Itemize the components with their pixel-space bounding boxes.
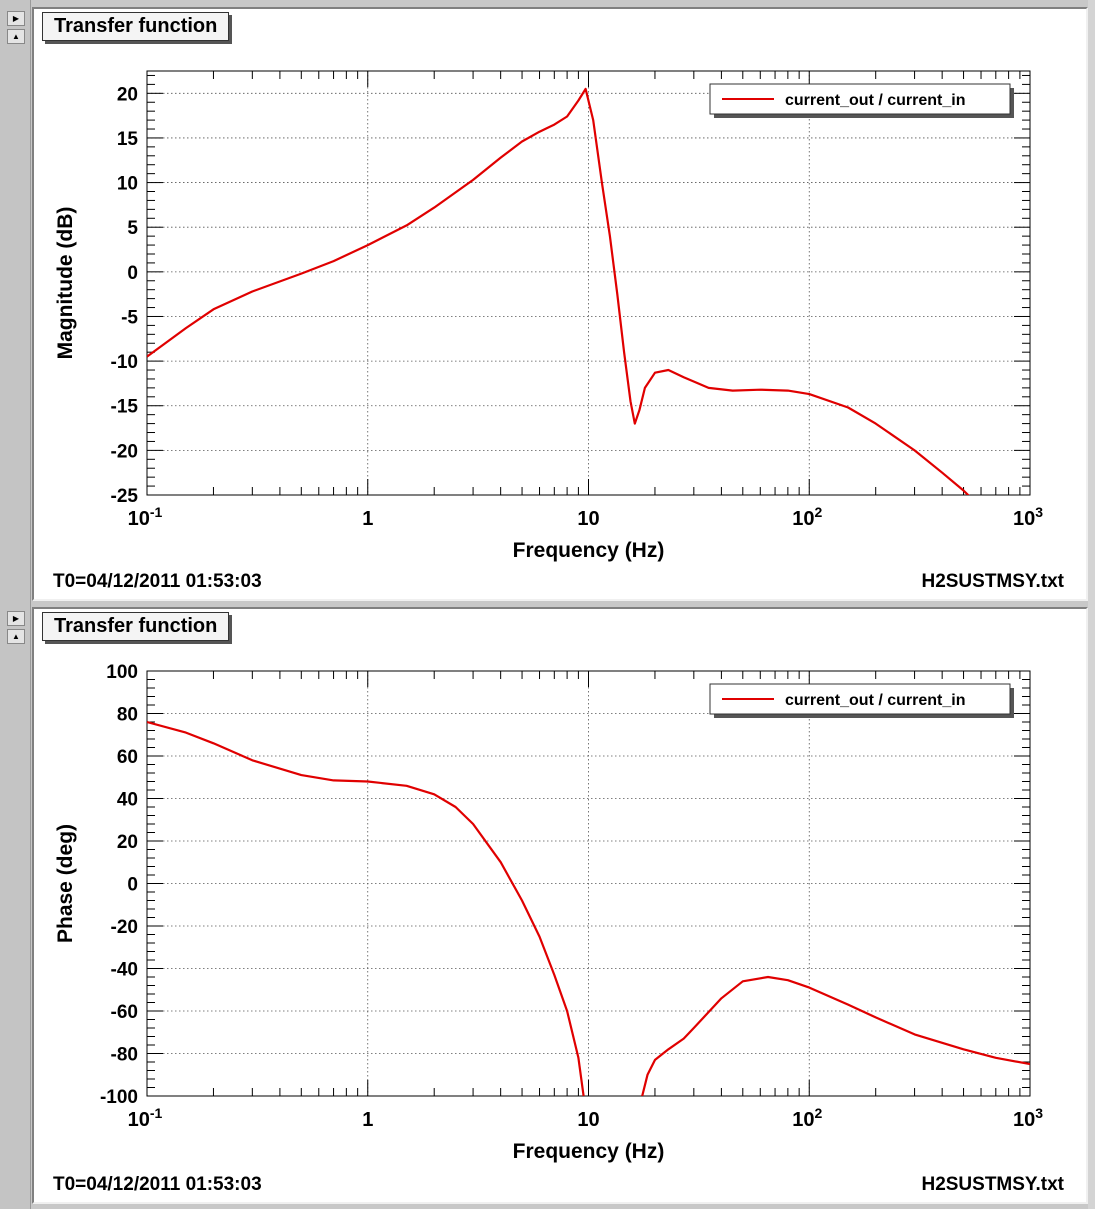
y-tick-label: 5 [127, 218, 138, 239]
y-tick-label: 100 [106, 662, 138, 683]
y-tick-label: 0 [127, 875, 138, 896]
x-tick-label: 10-1 [128, 504, 163, 530]
y-tick-label: 20 [117, 832, 138, 853]
y-tick-label: -60 [111, 1002, 138, 1023]
y-tick-label: -40 [111, 960, 138, 981]
y-tick-label: -15 [111, 397, 139, 418]
x-tick-label: 1 [362, 508, 373, 530]
x-tick-label: 102 [792, 1105, 822, 1131]
expand-arrow-icon[interactable]: ▶ [7, 611, 25, 626]
y-tick-label: 80 [117, 705, 138, 726]
phase-panel: Transfer function 100 80 60 40 20 0 -20 -40 -60 -… [32, 607, 1088, 1204]
legend-label: current_out / current_in [785, 92, 965, 109]
right-scrollbar[interactable] [1088, 0, 1095, 1209]
x-tick-label: 103 [1013, 504, 1043, 530]
y-tick-label: 15 [117, 129, 139, 150]
series-line [147, 87, 970, 495]
y-tick-label: 60 [117, 747, 138, 768]
y-tick-label: -100 [100, 1087, 138, 1108]
y-tick-label: 20 [117, 84, 138, 105]
y-tick-label: -5 [121, 307, 138, 328]
x-tick-label: 10 [577, 1109, 599, 1131]
panel-title[interactable]: Transfer function [42, 612, 230, 641]
y-axis-label: Magnitude (dB) [54, 207, 77, 360]
y-tick-label: -20 [111, 917, 138, 938]
x-tick-label: 10-1 [128, 1105, 163, 1131]
collapse-arrow-icon[interactable]: ▲ [7, 629, 25, 644]
y-tick-label: 10 [117, 174, 138, 195]
x-tick-label: 1 [362, 1109, 373, 1131]
x-tick-label: 102 [792, 504, 822, 530]
timestamp-label: T0=04/12/2011 01:53:03 [53, 571, 262, 592]
left-toolbar: ▶ ▲ ▶ ▲ [0, 0, 31, 1209]
y-tick-label: -80 [111, 1045, 138, 1066]
magnitude-panel: Transfer function 20 15 10 5 0 -5 -10 -15 -20 -25… [32, 7, 1088, 601]
timestamp-label: T0=04/12/2011 01:53:03 [53, 1174, 262, 1195]
panel-title[interactable]: Transfer function [42, 12, 230, 41]
legend-label: current_out / current_in [785, 692, 965, 709]
x-tick-label: 103 [1013, 1105, 1043, 1131]
y-tick-label: 40 [117, 790, 138, 811]
x-axis-label: Frequency (Hz) [513, 539, 665, 562]
x-tick-label: 10 [577, 508, 599, 530]
expand-arrow-icon[interactable]: ▶ [7, 11, 25, 26]
y-tick-label: 0 [127, 263, 138, 284]
filename-label: H2SUSTMSY.txt [921, 1174, 1064, 1195]
series-line [641, 975, 1030, 1096]
series-line [147, 720, 585, 1096]
y-tick-label: -10 [111, 352, 138, 373]
x-axis-label: Frequency (Hz) [513, 1140, 665, 1163]
y-tick-label: -20 [111, 441, 138, 462]
collapse-arrow-icon[interactable]: ▲ [7, 29, 25, 44]
y-tick-label: -25 [111, 486, 139, 507]
y-axis-label: Phase (deg) [54, 824, 77, 943]
filename-label: H2SUSTMSY.txt [921, 571, 1064, 592]
